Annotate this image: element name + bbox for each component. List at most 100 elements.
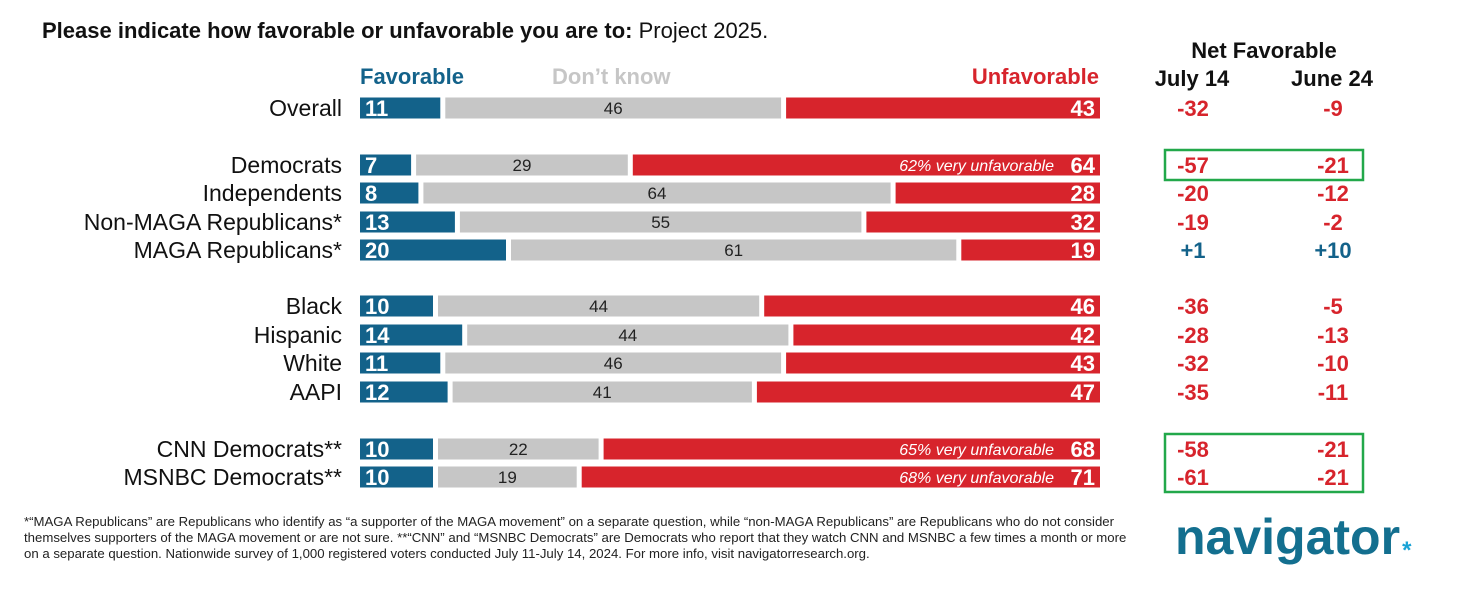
bar-dont-know bbox=[445, 97, 782, 119]
net-favorable-value: +10 bbox=[1314, 238, 1351, 263]
category-label: Black bbox=[286, 293, 343, 319]
label-favorable: 10 bbox=[365, 294, 389, 319]
net-favorable-value: -20 bbox=[1177, 181, 1209, 206]
bar-unfavorable bbox=[581, 466, 1100, 488]
category-label: CNN Democrats** bbox=[157, 436, 342, 462]
bar-favorable bbox=[360, 97, 441, 119]
net-favorable-value: -9 bbox=[1323, 96, 1343, 121]
label-favorable: 10 bbox=[365, 437, 389, 462]
net-favorable-value: -12 bbox=[1317, 181, 1349, 206]
bar-unfavorable bbox=[866, 211, 1100, 233]
navigator-logo: navigator* bbox=[1175, 508, 1411, 566]
annotation-very-unfavorable: 68% very unfavorable bbox=[899, 470, 1054, 487]
legend-favorable: Favorable bbox=[360, 64, 464, 89]
bar-favorable bbox=[360, 438, 433, 460]
logo-text: navigator bbox=[1175, 509, 1401, 565]
label-unfavorable: 32 bbox=[1071, 210, 1095, 235]
net-favorable-value: -35 bbox=[1177, 380, 1209, 405]
bar-favorable bbox=[360, 352, 441, 374]
bar-unfavorable bbox=[895, 182, 1100, 204]
net-favorable-value: -21 bbox=[1317, 153, 1349, 178]
bar-unfavorable bbox=[603, 438, 1100, 460]
net-favorable-value: -19 bbox=[1177, 210, 1209, 235]
highlight-box bbox=[1163, 148, 1365, 182]
label-unfavorable: 47 bbox=[1071, 380, 1095, 405]
net-favorable-value: +1 bbox=[1180, 238, 1205, 263]
label-dont-know: 29 bbox=[512, 156, 531, 175]
footnote: *“MAGA Republicans” are Republicans who … bbox=[24, 514, 1127, 561]
net-favorable-value: -13 bbox=[1317, 323, 1349, 348]
category-label: AAPI bbox=[290, 379, 342, 405]
label-unfavorable: 46 bbox=[1071, 294, 1095, 319]
label-favorable: 13 bbox=[365, 210, 389, 235]
annotation-very-unfavorable: 62% very unfavorable bbox=[899, 158, 1054, 175]
category-label: Non-MAGA Republicans* bbox=[84, 209, 342, 235]
annotation-very-unfavorable: 65% very unfavorable bbox=[899, 442, 1054, 459]
label-unfavorable: 42 bbox=[1071, 323, 1095, 348]
bar-favorable bbox=[360, 466, 433, 488]
bar-dont-know bbox=[438, 466, 577, 488]
label-favorable: 12 bbox=[365, 380, 389, 405]
net-favorable-value: -5 bbox=[1323, 294, 1343, 319]
legend-dont-know: Don’t know bbox=[552, 64, 671, 89]
bar-dont-know bbox=[467, 324, 789, 346]
bar-favorable bbox=[360, 295, 433, 317]
label-favorable: 11 bbox=[365, 96, 388, 121]
stacked-bar-chart: Overall 11 46 43 -32 -9 Democrats 7 29 64 -57 -21 In… bbox=[84, 95, 1365, 494]
legend-unfavorable: Unfavorable bbox=[971, 64, 1099, 89]
bar-unfavorable bbox=[793, 324, 1100, 346]
category-label: Overall bbox=[269, 95, 342, 121]
net-favorable-value: -11 bbox=[1318, 380, 1349, 405]
net-favorable-value: -28 bbox=[1177, 323, 1209, 348]
bar-dont-know bbox=[511, 239, 957, 261]
label-unfavorable: 43 bbox=[1071, 351, 1095, 376]
net-favorable-value: -57 bbox=[1177, 153, 1209, 178]
label-dont-know: 64 bbox=[648, 184, 667, 203]
label-dont-know: 44 bbox=[618, 326, 637, 345]
net-favorable-value: -10 bbox=[1317, 351, 1349, 376]
bar-favorable bbox=[360, 211, 455, 233]
label-dont-know: 44 bbox=[589, 297, 608, 316]
label-unfavorable: 43 bbox=[1071, 96, 1095, 121]
net-favorable-value: -61 bbox=[1177, 465, 1209, 490]
bar-unfavorable bbox=[786, 352, 1100, 374]
bar-dont-know bbox=[416, 154, 628, 176]
label-unfavorable: 68 bbox=[1071, 437, 1095, 462]
question-text: Please indicate how favorable or unfavor… bbox=[42, 18, 633, 43]
net-favorable-value: -32 bbox=[1177, 351, 1209, 376]
net-favorable-value: -21 bbox=[1317, 437, 1349, 462]
label-favorable: 20 bbox=[365, 238, 389, 263]
label-dont-know: 41 bbox=[593, 383, 612, 402]
bar-unfavorable bbox=[786, 97, 1100, 119]
net-col-july14: July 14 bbox=[1154, 66, 1230, 91]
highlight-box bbox=[1163, 432, 1365, 494]
label-unfavorable: 28 bbox=[1071, 181, 1095, 206]
question-title: Please indicate how favorable or unfavor… bbox=[42, 18, 768, 44]
bar-unfavorable bbox=[764, 295, 1100, 317]
bar-favorable bbox=[360, 324, 463, 346]
label-dont-know: 61 bbox=[724, 241, 743, 260]
label-dont-know: 46 bbox=[604, 354, 623, 373]
net-col-june24: June 24 bbox=[1291, 66, 1373, 91]
bar-unfavorable bbox=[756, 381, 1100, 403]
bar-dont-know bbox=[445, 352, 782, 374]
net-favorable-value: -58 bbox=[1177, 437, 1209, 462]
net-favorable-value: -2 bbox=[1323, 210, 1343, 235]
question-topic: Project 2025. bbox=[638, 18, 769, 43]
bar-dont-know bbox=[438, 438, 599, 460]
bar-dont-know bbox=[423, 182, 891, 204]
bar-favorable bbox=[360, 239, 506, 261]
label-favorable: 7 bbox=[365, 153, 377, 178]
label-dont-know: 19 bbox=[498, 468, 517, 487]
category-label: Democrats bbox=[231, 152, 342, 178]
bar-unfavorable bbox=[632, 154, 1100, 176]
bar-dont-know bbox=[452, 381, 752, 403]
label-favorable: 11 bbox=[365, 351, 388, 376]
net-favorable-header: Net Favorable bbox=[1191, 38, 1337, 63]
category-label: Hispanic bbox=[254, 322, 342, 348]
bar-favorable bbox=[360, 381, 448, 403]
category-label: Independents bbox=[203, 180, 342, 206]
label-unfavorable: 71 bbox=[1071, 465, 1095, 490]
label-favorable: 14 bbox=[365, 323, 390, 348]
label-favorable: 8 bbox=[365, 181, 377, 206]
